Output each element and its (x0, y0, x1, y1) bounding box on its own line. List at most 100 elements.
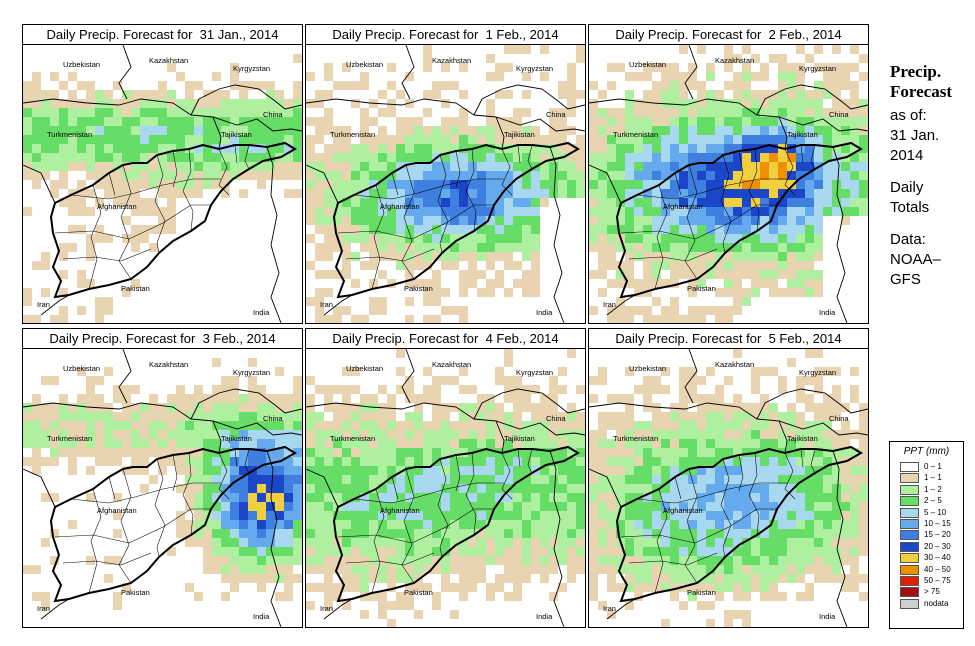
precip-cell (203, 529, 212, 538)
precip-cell (589, 376, 598, 385)
precip-cell (661, 135, 670, 144)
precip-cell (396, 252, 405, 261)
precip-cell (706, 520, 715, 529)
precip-cell (589, 502, 598, 511)
precip-cell (423, 153, 432, 162)
precip-cell (742, 520, 751, 529)
precip-cell (549, 189, 558, 198)
precip-cell (459, 180, 468, 189)
precip-cell (468, 466, 477, 475)
precip-cell (351, 412, 360, 421)
precip-cell (486, 556, 495, 565)
province-border (748, 148, 760, 232)
precip-cell (670, 421, 679, 430)
precip-cell (315, 243, 324, 252)
precip-cell (203, 448, 212, 457)
precip-cell (203, 421, 212, 430)
precip-cell (706, 394, 715, 403)
precip-cell (643, 529, 652, 538)
precip-cell (450, 529, 459, 538)
country-border (549, 450, 565, 627)
precip-cell (823, 171, 832, 180)
precip-cell (167, 153, 176, 162)
legend-entry: 0 – 1 (890, 461, 963, 472)
precip-cell (697, 448, 706, 457)
precip-cell (333, 520, 342, 529)
precip-cell (315, 475, 324, 484)
legend-swatch (900, 473, 919, 484)
precip-cell (589, 592, 598, 601)
precip-cell (396, 556, 405, 565)
province-border (345, 552, 435, 566)
precip-cell (787, 448, 796, 457)
precip-cell (468, 430, 477, 439)
precip-cell (688, 484, 697, 493)
precip-cell (149, 108, 158, 117)
precip-cell (194, 448, 203, 457)
precip-cell (266, 126, 275, 135)
precip-cell (113, 135, 122, 144)
precip-cell (333, 243, 342, 252)
country-label: Pakistan (121, 588, 150, 597)
precip-cell (751, 216, 760, 225)
precip-cell (760, 421, 769, 430)
precip-cell (540, 547, 549, 556)
precip-cell (203, 556, 212, 565)
precip-cell (432, 448, 441, 457)
precip-cell (86, 144, 95, 153)
precip-cell (841, 135, 850, 144)
precip-cell (751, 117, 760, 126)
precip-cell (715, 243, 724, 252)
precip-cell (441, 216, 450, 225)
precip-cell (275, 565, 284, 574)
precip-cell (221, 574, 230, 583)
precip-cell (23, 439, 32, 448)
precip-cell (634, 153, 643, 162)
precip-cell (441, 189, 450, 198)
precip-cell (697, 556, 706, 565)
precip-cell (769, 270, 778, 279)
precip-cell (351, 162, 360, 171)
precip-cell (351, 565, 360, 574)
precip-cell (742, 448, 751, 457)
precip-cell (185, 117, 194, 126)
precip-cell (504, 376, 513, 385)
precip-cell (414, 135, 423, 144)
precip-cell (634, 439, 643, 448)
precip-cell (625, 367, 634, 376)
precip-cell (495, 376, 504, 385)
precip-cell (131, 234, 140, 243)
country-border (40, 294, 70, 316)
country-label: Kyrgyzstan (233, 368, 270, 377)
precip-cell (841, 81, 850, 90)
precip-cell (625, 315, 634, 323)
precip-cell (778, 430, 787, 439)
precip-cell (86, 162, 95, 171)
precip-cell (50, 315, 59, 323)
precip-cell (859, 162, 868, 171)
precip-cell (778, 171, 787, 180)
precip-cell (679, 430, 688, 439)
precip-cell (504, 198, 513, 207)
precip-cell (724, 484, 733, 493)
precip-cell (275, 556, 284, 565)
precip-cell (742, 45, 751, 54)
precip-cell (185, 108, 194, 117)
precip-cell (378, 529, 387, 538)
precip-cell (95, 297, 104, 306)
precip-cell (670, 270, 679, 279)
precip-cell (733, 207, 742, 216)
precip-cell (239, 457, 248, 466)
precip-cell (567, 90, 576, 99)
precip-cell (257, 484, 266, 493)
province-border (108, 172, 116, 196)
precip-cell (823, 457, 832, 466)
precip-cell (661, 90, 670, 99)
precip-cell (486, 547, 495, 556)
precip-cell (531, 448, 540, 457)
precip-cell (405, 511, 414, 520)
precip-cell (567, 421, 576, 430)
precip-cell (531, 171, 540, 180)
precip-cell (360, 72, 369, 81)
precip-cell (513, 412, 522, 421)
